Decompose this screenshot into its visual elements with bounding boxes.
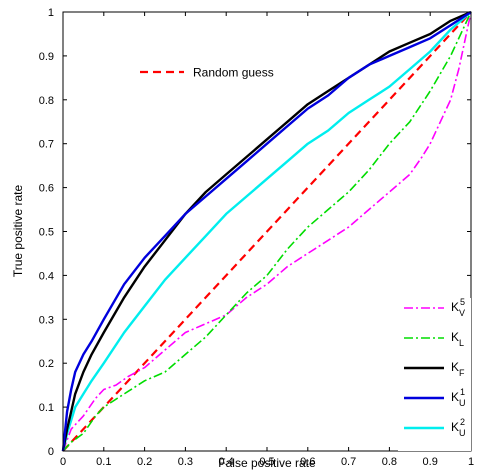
y-tick-label: 0: [48, 446, 54, 458]
y-tick-label: 0.3: [39, 314, 54, 326]
x-tick-label: 0.3: [178, 456, 193, 468]
y-tick-label: 0.7: [39, 139, 54, 151]
x-axis-label: False positive rate: [218, 456, 316, 470]
x-tick-label: 0.6: [300, 456, 315, 468]
y-tick-label: 0.2: [39, 358, 54, 370]
y-tick-label: 0.6: [39, 183, 54, 195]
series-line-k-u1: [61, 10, 472, 452]
y-axis-label: True positive rate: [11, 185, 25, 278]
x-tick-label: 0: [60, 456, 66, 468]
x-tick-label: 0.9: [423, 456, 438, 468]
legend-label-subscript: F: [459, 368, 465, 378]
legend-entry-k-v5: K5V: [404, 297, 465, 318]
y-tick-label: 0.1: [39, 402, 54, 414]
x-tick-label: 0.5: [259, 456, 274, 468]
y-tick-label: 0.5: [39, 227, 54, 239]
legend-entry-k-u1: K1U: [404, 387, 466, 408]
legend-box: [398, 298, 471, 451]
y-axis: 0 0.1 0.2 0.3 0.4 0.5 0.6 0.7 0.8 0.9 1: [39, 7, 471, 458]
random-guess-annotation: Random guess: [140, 66, 274, 80]
x-axis: 0 0.1 0.2 0.3 0.4 0.5 0.6 0.7 0.8 0.9 1: [60, 12, 474, 468]
x-tick-label: 0.2: [137, 456, 152, 468]
x-tick-label: 1: [468, 456, 474, 468]
random-guess-line: [62, 11, 472, 452]
series-line-k-f: [61, 10, 472, 452]
legend-label-subscript: U: [459, 398, 466, 408]
legend-label: K: [451, 330, 459, 344]
y-tick-label: 0.9: [39, 51, 54, 63]
x-tick-label: 0.8: [382, 456, 397, 468]
x-tick-label: 0.1: [96, 456, 111, 468]
random-guess-label: Random guess: [193, 66, 274, 80]
legend-label: K5: [451, 297, 465, 314]
legend-label-subscript: U: [459, 428, 466, 438]
y-tick-label: 0.4: [39, 270, 54, 282]
legend-label: K: [451, 360, 459, 374]
legend-label: K1: [451, 387, 465, 404]
y-tick-label: 0.8: [39, 95, 54, 107]
series-layer: [61, 10, 472, 452]
x-tick-label: 0.7: [341, 456, 356, 468]
legend-label-subscript: L: [459, 338, 464, 348]
y-tick-label: 1: [48, 7, 54, 19]
legend-entry-k-u2: K2U: [404, 417, 466, 438]
series-line-k-u2: [61, 11, 472, 452]
legend-label-subscript: V: [459, 308, 465, 318]
legend-label: K2: [451, 417, 465, 434]
x-tick-label: 0.4: [219, 456, 234, 468]
series-line-k-v5: [62, 11, 472, 452]
series-line-k-l: [62, 11, 472, 452]
